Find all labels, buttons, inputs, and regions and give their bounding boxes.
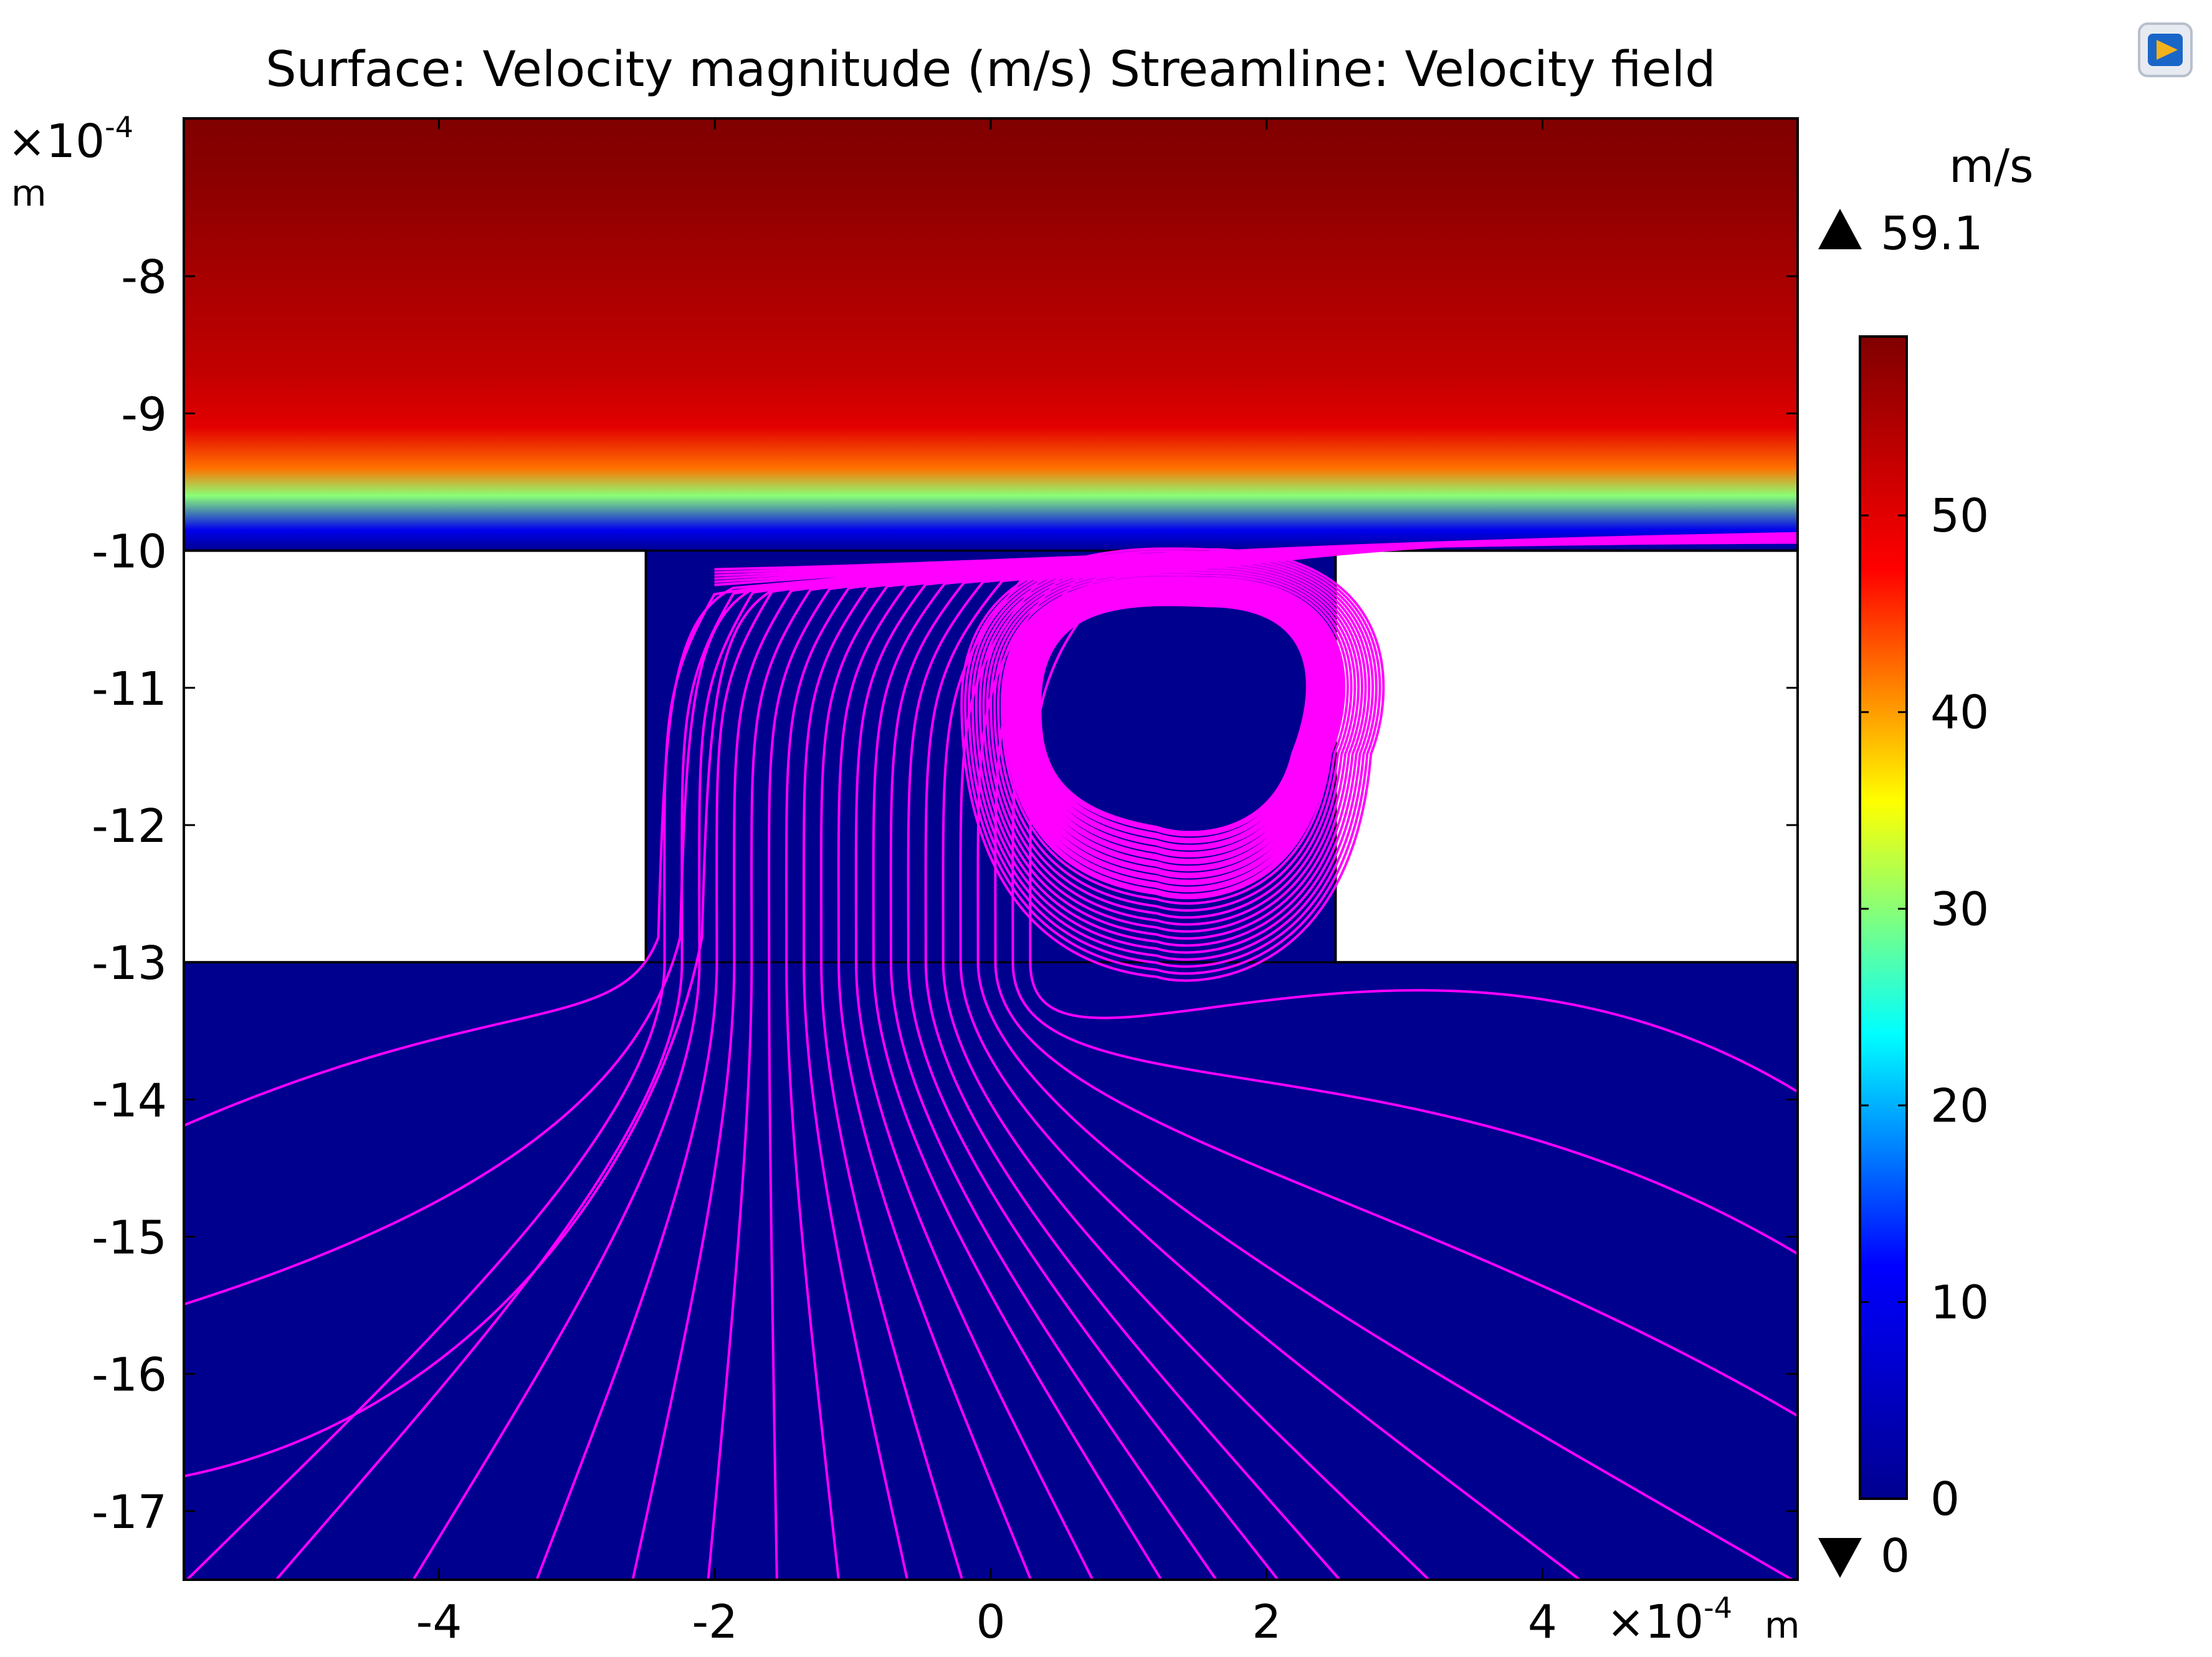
x-axis-multiplier: ×10-4 (1606, 1591, 1732, 1649)
streamlines (184, 532, 1798, 1580)
y-tick-label: -9 (121, 388, 167, 441)
streamline (975, 558, 1371, 954)
solid-block-right (1334, 549, 1799, 964)
colorbar-tick-label: 20 (1930, 1079, 1989, 1133)
y-axis-unit: m (11, 172, 47, 214)
y-tick-label: -15 (92, 1211, 167, 1265)
x-axis-ticks: -4 -2 0 2 4 (416, 118, 1557, 1649)
colorbar-min-label: 0 (1881, 1529, 1910, 1583)
y-axis-multiplier: ×10-4 (7, 110, 133, 168)
y-tick-label: -11 (92, 662, 167, 716)
streamline (1000, 576, 1346, 905)
y-tick-label: -12 (92, 800, 167, 853)
colorbar-max-label: 59.1 (1881, 207, 1983, 260)
streamline (989, 568, 1356, 926)
colorbar-unit: m/s (1949, 140, 2034, 193)
chart-title: Surface: Velocity magnitude (m/s) Stream… (265, 42, 1715, 98)
colorbar-tick-label: 50 (1930, 489, 1989, 543)
streamline (982, 563, 1363, 940)
streamline (997, 573, 1349, 912)
app-logo-icon (2138, 22, 2193, 77)
colorbar-tick-label: 0 (1930, 1473, 1960, 1526)
x-tick-label: 2 (1252, 1595, 1281, 1649)
streamline (971, 555, 1375, 961)
streamline (978, 560, 1367, 947)
x-tick-label: -2 (692, 1595, 738, 1649)
y-tick-label: -13 (92, 937, 167, 990)
max-marker-icon (1818, 209, 1862, 249)
x-axis-unit: m (1765, 1604, 1800, 1646)
y-tick-label: -16 (92, 1349, 167, 1402)
x-tick-label: 0 (976, 1595, 1005, 1649)
surface-high-velocity-band (184, 118, 1798, 551)
y-tick-label: -17 (92, 1486, 167, 1539)
colorbar-tick-label: 10 (1930, 1276, 1989, 1329)
colorbar-ticks: 0 10 20 30 40 50 (1860, 489, 1989, 1526)
solid-block-left (183, 549, 647, 964)
x-tick-label: -4 (416, 1595, 462, 1649)
streamline (967, 552, 1378, 968)
plot-area (183, 117, 1799, 1581)
y-tick-label: -14 (92, 1074, 167, 1127)
y-tick-label: -8 (121, 251, 167, 304)
x-tick-label: 4 (1528, 1595, 1557, 1649)
y-tick-label: -10 (92, 525, 167, 579)
streamline (964, 550, 1381, 975)
min-marker-icon (1818, 1538, 1862, 1578)
colorbar: m/s 59.1 0 10 20 30 40 50 0 (1818, 140, 2034, 1583)
y-axis-ticks: -8 -9 -10 -11 -12 -13 -14 -15 -16 -17 (92, 251, 1798, 1539)
streamline (986, 565, 1360, 933)
streamline (960, 547, 1385, 982)
colorbar-tick-label: 30 (1930, 882, 1989, 936)
streamline (1003, 577, 1344, 900)
colorbar-tick-label: 40 (1930, 686, 1989, 740)
streamline (993, 570, 1353, 919)
colorbar-scale (1859, 335, 1908, 1500)
